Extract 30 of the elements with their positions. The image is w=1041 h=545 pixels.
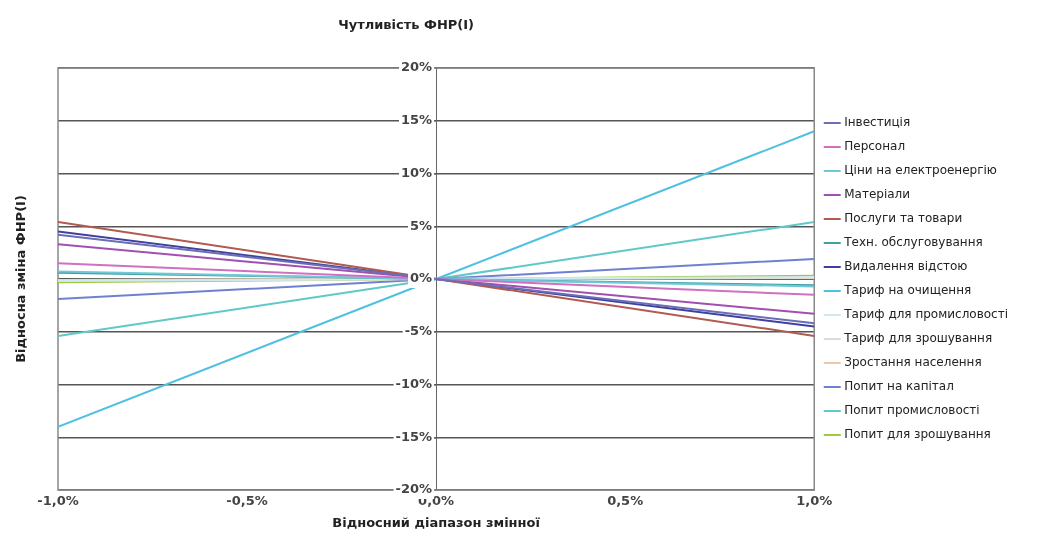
legend-label: Матеріали bbox=[844, 187, 911, 202]
legend-label: Видалення відстою bbox=[844, 259, 968, 274]
legend-label: Послуги та товари bbox=[844, 211, 963, 226]
y-tick-label: 10% bbox=[400, 164, 433, 180]
x-tick-label: -0,5% bbox=[226, 493, 268, 509]
legend-label: Тариф для промисловості bbox=[843, 307, 1009, 322]
legend-label: Ціни на електроенергію bbox=[844, 163, 997, 178]
x-tick-label: 1,0% bbox=[796, 493, 833, 509]
y-tick-label: 5% bbox=[410, 217, 433, 233]
legend-label: Інвестиція bbox=[844, 115, 911, 130]
legend-label: Попит промисловості bbox=[844, 403, 980, 418]
y-tick-label: 15% bbox=[400, 112, 433, 128]
y-tick-label: 20% bbox=[400, 59, 433, 75]
x-tick-label: 0,5% bbox=[607, 493, 644, 509]
y-axis-title: Відносна зміна ФНР(І) bbox=[13, 195, 29, 363]
y-tick-label: -10% bbox=[395, 375, 433, 391]
legend-label: Тариф на очищення bbox=[843, 283, 972, 298]
x-axis-title: Відносний діапазон змінної bbox=[332, 515, 541, 531]
x-tick-label: -1,0% bbox=[37, 493, 79, 509]
y-tick-label: -5% bbox=[404, 323, 433, 339]
legend-label: Техн. обслуговування bbox=[843, 235, 983, 250]
legend-label: Зростання населення bbox=[844, 355, 982, 370]
legend-label: Попит на капітал bbox=[844, 379, 954, 394]
legend-label: Попит для зрошування bbox=[844, 427, 991, 442]
legend-label: Тариф для зрошування bbox=[843, 331, 993, 346]
y-tick-label: -15% bbox=[395, 428, 433, 444]
y-tick-label: -20% bbox=[395, 481, 433, 497]
chart-title: Чутливість ФНР(І) bbox=[338, 17, 475, 33]
legend-label: Персонал bbox=[844, 139, 906, 154]
y-tick-label: 0% bbox=[410, 270, 433, 286]
